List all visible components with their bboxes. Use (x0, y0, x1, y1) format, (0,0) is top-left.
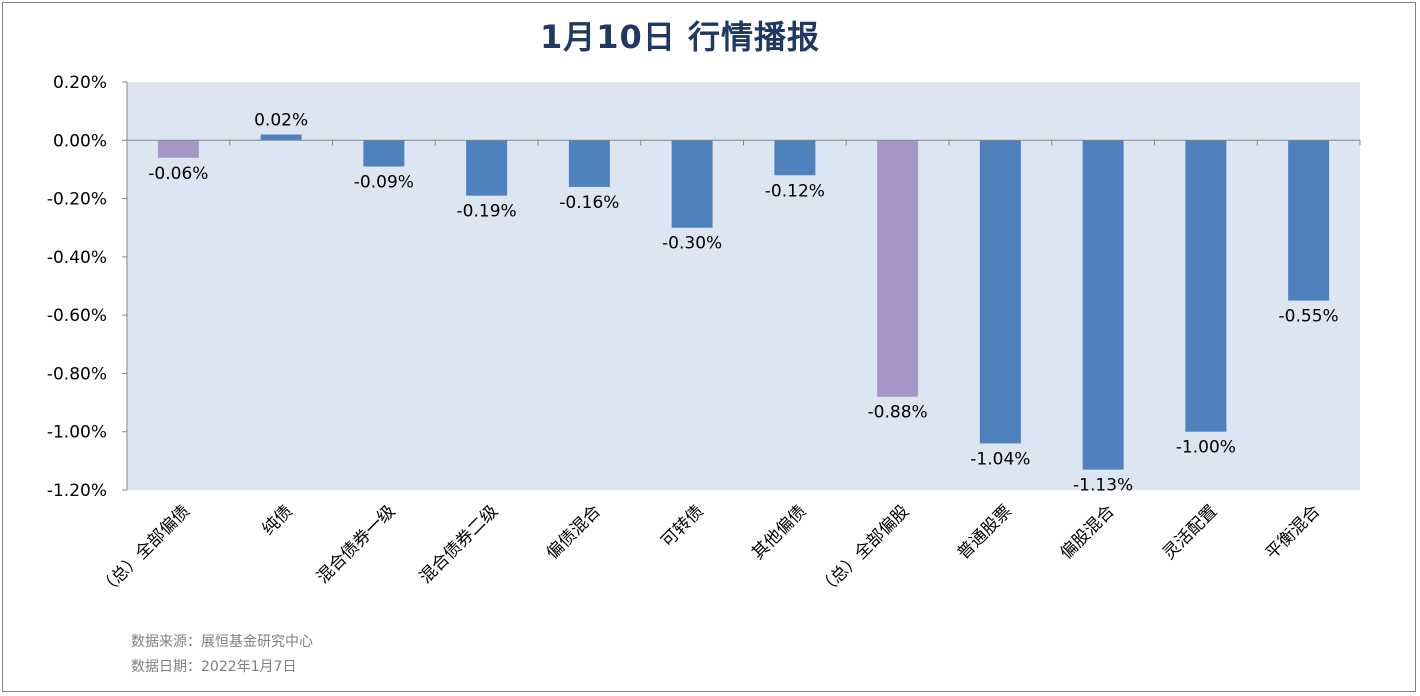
bar (1185, 140, 1227, 432)
data-label: -0.88% (868, 403, 928, 423)
y-tick-label: -1.00% (47, 423, 107, 443)
bar (466, 140, 508, 196)
data-source-note: 数据来源：展恒基金研究中心 (131, 634, 313, 650)
y-tick-label: -0.60% (47, 306, 107, 326)
bar (568, 140, 610, 187)
bar (671, 140, 713, 228)
bar (363, 140, 405, 167)
data-label: -0.12% (765, 181, 825, 201)
data-label: -0.06% (148, 164, 208, 184)
x-category-label: 平衡混合 (1262, 501, 1324, 563)
x-category-label: 混合债券二级 (416, 501, 502, 587)
x-category-label: （总）全部偏股 (815, 501, 913, 599)
data-label: -1.04% (970, 449, 1030, 469)
y-tick-label: -0.20% (47, 190, 107, 210)
data-label: -1.13% (1073, 476, 1133, 496)
data-label: -1.00% (1176, 438, 1236, 458)
data-label: 0.02% (254, 110, 308, 130)
x-category-label: （总）全部偏债 (96, 501, 194, 599)
x-category-label: 灵活配置 (1159, 501, 1221, 563)
x-category-label: 纯债 (258, 501, 296, 539)
y-tick-label: -0.80% (47, 364, 107, 384)
x-category-label: 其他偏债 (748, 501, 810, 563)
x-category-label: 偏股混合 (1056, 501, 1118, 563)
bar (260, 134, 302, 141)
y-tick-label: 0.20% (53, 73, 107, 93)
x-category-label: 普通股票 (954, 501, 1016, 563)
data-label: -0.55% (1279, 307, 1339, 327)
x-category-label: 混合债券一级 (313, 501, 399, 587)
bar (774, 140, 816, 176)
data-label: -0.16% (559, 193, 619, 213)
bar (979, 140, 1021, 444)
x-category-label: 可转债 (657, 501, 707, 551)
plot-area (127, 82, 1360, 490)
bar (1288, 140, 1330, 301)
bar (157, 140, 199, 158)
y-tick-label: -1.20% (47, 481, 107, 501)
x-category-label: 偏债混合 (543, 501, 605, 563)
data-label: -0.19% (457, 202, 517, 222)
data-label: -0.30% (662, 234, 722, 254)
chart-title: 1月10日 行情播报 (540, 18, 820, 56)
y-tick-label: 0.00% (53, 131, 107, 151)
data-date-note: 数据日期：2022年1月7日 (131, 659, 297, 675)
y-tick-label: -0.40% (47, 248, 107, 268)
bar (877, 140, 919, 397)
data-label: -0.09% (354, 173, 414, 193)
bar (1082, 140, 1124, 470)
